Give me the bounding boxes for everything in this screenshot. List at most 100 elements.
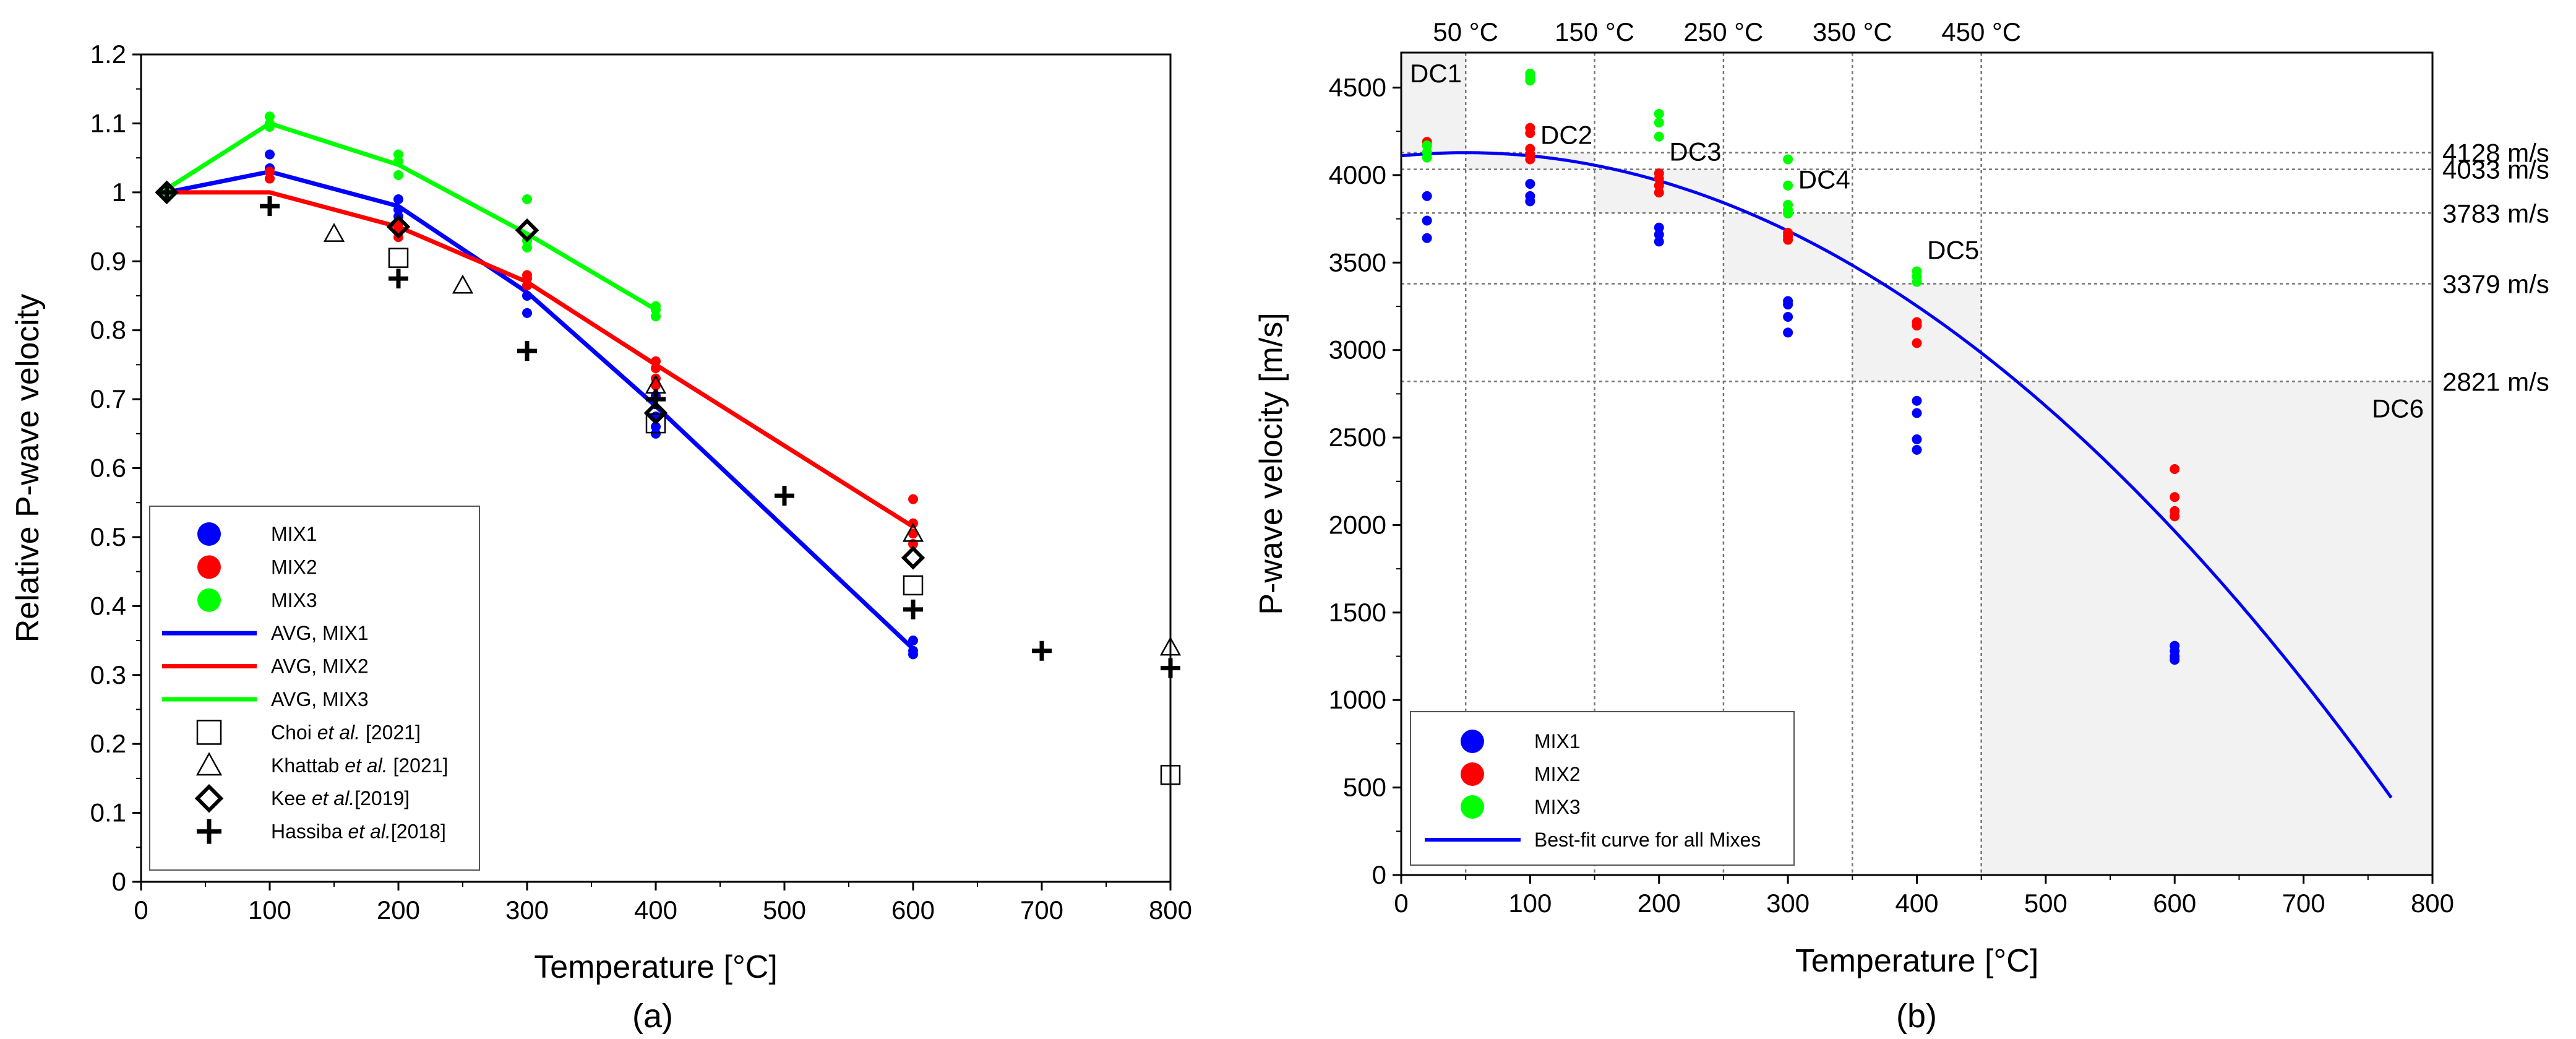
x-tick-label: 600 — [2153, 889, 2196, 918]
point-mix1 — [651, 428, 661, 439]
point-mix2 — [522, 280, 532, 291]
legend-label: MIX1 — [271, 523, 317, 545]
point-mix1 — [651, 421, 661, 432]
point-mix1 — [908, 649, 918, 660]
point-mix1 — [1783, 300, 1793, 310]
point-mix3 — [1783, 154, 1793, 165]
point-mix2 — [908, 494, 918, 504]
point-mix3 — [1654, 131, 1664, 142]
point-mix1 — [908, 636, 918, 646]
threshold-label: 4033 m/s — [2442, 155, 2549, 184]
point-mix2 — [1654, 180, 1664, 191]
point-mix2 — [265, 166, 275, 177]
point-mix2 — [1654, 188, 1664, 198]
point-mix2 — [1525, 128, 1535, 139]
legend-label: MIX3 — [1534, 796, 1581, 818]
top-temperature-label: 50 °C — [1433, 17, 1498, 46]
x-tick-label: 800 — [2411, 889, 2454, 918]
top-temperature-label: 150 °C — [1555, 17, 1634, 46]
point-mix3 — [651, 311, 661, 322]
top-temperature-label: 450 °C — [1941, 17, 2021, 46]
point-mix1 — [1654, 230, 1664, 240]
point-mix2 — [522, 274, 532, 284]
point-mix1 — [522, 308, 532, 318]
ref-point-diamond — [901, 546, 925, 570]
y-tick-label: 3000 — [1329, 335, 1386, 364]
top-temperature-label: 350 °C — [1813, 17, 1892, 46]
point-mix3 — [265, 121, 275, 132]
y-tick-label: 1500 — [1329, 598, 1386, 627]
legend-symbol-swatch — [197, 819, 221, 844]
threshold-label: 3783 m/s — [2442, 199, 2549, 228]
x-tick-label: 100 — [248, 895, 291, 925]
point-mix1 — [1912, 434, 1922, 444]
ref-point-diamond — [386, 215, 411, 239]
x-tick-label: 200 — [377, 895, 420, 925]
point-mix1 — [1654, 222, 1664, 233]
legend-label: Best-fit curve for all Mixes — [1534, 829, 1761, 851]
y-tick-label: 0.5 — [90, 522, 126, 551]
point-mix1 — [1654, 236, 1664, 247]
point-mix3 — [1422, 140, 1432, 150]
caption-a: (a) — [632, 998, 673, 1035]
point-mix3 — [393, 149, 403, 160]
point-mix3 — [1912, 277, 1922, 287]
point-mix2 — [1912, 338, 1922, 348]
x-tick-label: 0 — [134, 895, 148, 925]
point-mix2 — [1654, 173, 1664, 184]
ref-point-square — [903, 575, 924, 596]
point-mix3 — [393, 156, 403, 166]
point-mix2 — [908, 528, 918, 539]
point-mix3 — [1525, 75, 1535, 86]
y-tick-label: 0.9 — [90, 246, 126, 275]
ref-point-plus — [775, 486, 794, 506]
damage-class-zone — [1401, 53, 1466, 153]
legend-label: AVG, MIX3 — [271, 688, 369, 710]
y-tick-label: 3500 — [1329, 248, 1386, 277]
damage-class-label: DC6 — [2372, 394, 2424, 423]
y-tick-label: 2000 — [1329, 510, 1386, 539]
legend-label: AVG, MIX1 — [271, 622, 369, 644]
y-axis-label: P-wave velocity [m/s] — [1253, 313, 1289, 614]
legend-symbol-swatch — [194, 783, 224, 813]
threshold-label: 4128 m/s — [2442, 139, 2549, 168]
legend-dot-swatch — [197, 555, 221, 579]
y-tick-label: 4000 — [1329, 160, 1386, 189]
damage-class-zone — [1981, 381, 2432, 875]
top-temperature-label: 250 °C — [1684, 17, 1764, 46]
y-tick-label: 0.2 — [90, 729, 126, 758]
point-mix1 — [393, 194, 403, 204]
ref-point-plus — [903, 599, 923, 619]
y-tick-label: 1000 — [1329, 685, 1386, 714]
point-mix2 — [2170, 492, 2180, 502]
legend-label: MIX2 — [1534, 763, 1581, 785]
x-tick-label: 300 — [505, 895, 549, 925]
x-tick-label: 400 — [1895, 889, 1938, 918]
point-mix1 — [522, 290, 532, 301]
ref-point-plus — [646, 389, 666, 410]
point-mix2 — [1912, 321, 1922, 331]
x-axis-label: Temperature [°C] — [1795, 943, 2039, 979]
damage-class-zone — [1723, 213, 1853, 284]
point-mix1 — [1912, 444, 1922, 455]
point-mix3 — [1783, 180, 1793, 191]
y-tick-label: 0 — [1372, 860, 1386, 889]
y-tick-label: 0 — [112, 867, 126, 896]
point-mix1 — [1525, 179, 1535, 189]
legend-label: MIX1 — [1534, 730, 1581, 752]
point-mix1 — [1783, 327, 1793, 338]
damage-class-label: DC2 — [1540, 121, 1592, 150]
point-mix3 — [265, 111, 275, 122]
point-mix1 — [1912, 408, 1922, 418]
point-mix2 — [265, 173, 275, 184]
point-mix2 — [651, 380, 661, 390]
point-mix2 — [1525, 154, 1535, 165]
y-tick-label: 0.6 — [90, 454, 126, 483]
point-mix2 — [2170, 511, 2180, 522]
point-mix2 — [2170, 463, 2180, 474]
legend-dot-swatch — [1461, 795, 1484, 819]
point-mix1 — [1422, 215, 1432, 226]
avg-line-avg-mix1 — [166, 169, 915, 650]
damage-class-label: DC1 — [1410, 59, 1462, 88]
